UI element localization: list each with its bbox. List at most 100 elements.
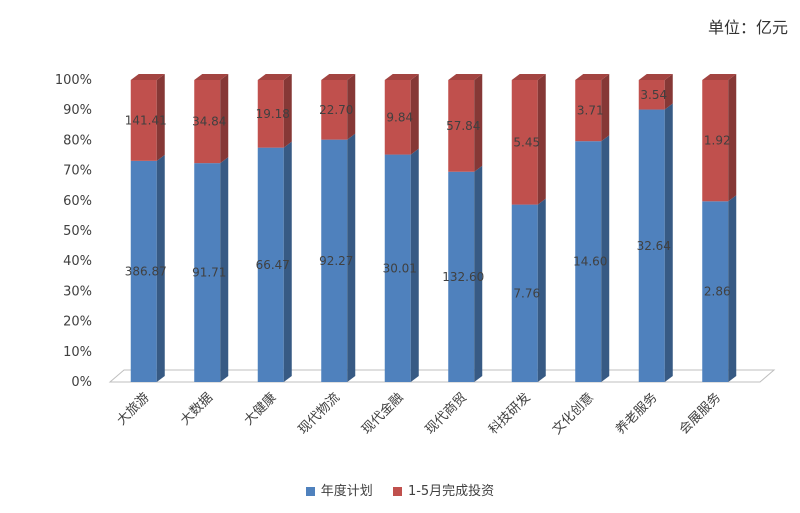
bar-done-side [283,74,292,148]
y-tick-label: 30% [63,284,92,299]
legend-item-plan: 年度计划 [305,480,373,499]
bar-plan [257,147,284,382]
bar-done-side [410,74,419,155]
bar-plan [194,163,221,382]
y-tick-label: 60% [63,194,92,209]
data-label-done: 1.92 [704,134,731,148]
y-tick-label: 80% [63,133,92,148]
x-category-label: 大健康 [241,390,280,429]
bar-done-side [728,74,737,202]
y-tick-label: 50% [63,224,92,239]
y-tick-label: 10% [63,345,92,360]
legend-swatch-plan [305,487,315,496]
bar-plan-side [664,103,673,382]
bar-done [384,80,411,155]
bar-done-top [575,74,610,80]
legend-label-plan: 年度计划 [320,484,373,499]
data-label-plan: 91.71 [192,266,226,280]
y-tick-label: 70% [63,164,92,179]
data-label-done: 141.41 [125,113,167,127]
bar-done-side [347,74,356,140]
bar-done [702,80,729,202]
x-category-label: 大数据 [178,390,216,428]
data-label-plan: 132.60 [442,270,484,284]
x-category-label: 文化创意 [549,390,597,438]
bar-plan-side [601,135,610,382]
bar-done [194,80,221,164]
data-label-plan: 14.60 [573,255,607,269]
data-label-plan: 30.01 [383,261,417,275]
bar-done-side [474,74,483,172]
data-label-plan: 66.47 [256,258,290,272]
bar-done [638,80,665,110]
data-label-plan: 92.27 [319,254,353,268]
bar-done-top [321,74,356,80]
bar-plan [384,154,411,382]
bar-done [321,80,348,140]
bar-done-side [537,74,546,205]
bar-done [257,80,284,148]
bar-plan-side [537,198,546,382]
bar-done-top [448,74,483,80]
bar-plan [130,160,157,382]
x-category-label: 科技研发 [485,390,533,438]
bar-done [130,80,157,161]
data-label-plan: 32.64 [637,239,671,253]
bar-done-top [384,74,419,80]
legend-label-done: 1-5月完成投资 [407,484,495,499]
bar-done [575,80,602,142]
bar-plan-side [347,133,356,382]
bar-plan-side [474,165,483,382]
data-label-done: 57.84 [446,119,480,133]
data-label-done: 3.71 [577,104,604,118]
bar-plan-side [283,141,292,382]
bar-plan [448,171,475,382]
bar-done-top [130,74,165,80]
bar-done-top [511,74,546,80]
stacked-bar-chart: 0% 10% 20% 30% 40% 50% 60% 70% 80% 90% 100% 386.87 1… [55,73,776,438]
data-label-done: 9.84 [386,110,413,124]
data-label-plan: 2.86 [704,285,731,299]
bar-plan [321,139,348,382]
x-category-label: 现代物流 [296,390,343,437]
x-category-label: 现代金融 [358,390,406,438]
bar-done [511,80,538,205]
data-label-plan: 7.76 [513,286,540,300]
bar-plan [638,109,665,382]
y-tick-label: 100% [55,73,92,88]
unit-label: 单位：亿元 [707,18,788,37]
data-label-done: 19.18 [256,107,290,121]
bar-done [448,80,475,172]
bar-plan-side [728,195,737,382]
bar-plan [575,141,602,382]
data-label-done: 22.70 [319,103,353,117]
bar-done-side [220,74,229,164]
legend: 年度计划 1-5月完成投资 [0,480,800,499]
data-label-done: 5.45 [513,135,540,149]
x-category-label: 会展服务 [676,390,724,438]
y-tick-label: 90% [63,103,92,118]
bar-done-side [156,74,165,161]
data-label-done: 34.84 [192,115,226,129]
bar-done-top [257,74,292,80]
x-category-label: 现代商贸 [423,390,470,437]
data-label-done: 3.54 [640,88,667,102]
x-category-label: 大旅游 [114,390,152,428]
x-category-label: 养老服务 [612,390,660,438]
y-tick-label: 0% [71,375,92,390]
y-tick-label: 40% [63,254,92,269]
bar-done-top [638,74,673,80]
bar-plan-side [410,148,419,382]
bar-plan [511,204,538,382]
bar-plan-side [220,157,229,382]
bar-done-side [601,74,610,142]
bar-plan-side [156,154,165,382]
legend-swatch-done [392,487,402,496]
legend-item-done: 1-5月完成投资 [392,480,495,499]
y-tick-label: 20% [63,315,92,330]
bar-done-top [702,74,737,80]
data-label-plan: 386.87 [125,264,167,278]
bar-done-top [194,74,229,80]
bar-plan [702,201,729,382]
bar-done-side [664,74,673,110]
